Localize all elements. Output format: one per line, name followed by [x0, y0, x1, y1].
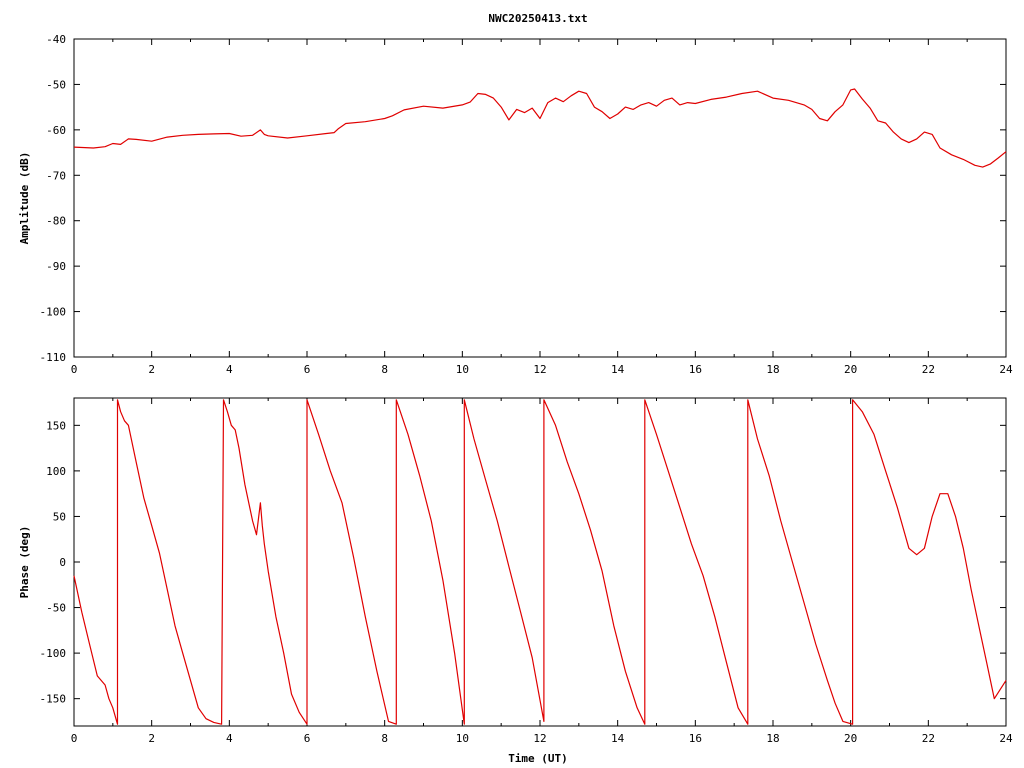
- phase-x-tick-label: 18: [766, 732, 779, 745]
- phase-y-tick-label: 150: [46, 419, 66, 432]
- amplitude-y-tick-label: -60: [46, 124, 66, 137]
- amplitude-x-tick-label: 6: [304, 363, 311, 376]
- phase-y-tick-label: 50: [53, 510, 66, 523]
- amplitude-y-tick-label: -50: [46, 78, 66, 91]
- amplitude-y-axis-title: Amplitude (dB): [18, 152, 31, 245]
- amplitude-panel: Amplitude (dB) 0 2 4 6 8 10 12 14 16 18 20 22 24-40-…: [18, 33, 1013, 376]
- amplitude-x-tick-label: 16: [689, 363, 702, 376]
- phase-x-tick-label: 12: [533, 732, 546, 745]
- phase-y-tick-label: -100: [40, 647, 67, 660]
- phase-y-tick-label: -150: [40, 693, 67, 706]
- phase-panel: Phase (deg) Time (UT) 0 2 4 6 8 10 12 14 16 18 20 2…: [18, 397, 1013, 765]
- x-axis-title: Time (UT): [508, 752, 568, 765]
- phase-x-tick-label: 24: [999, 732, 1013, 745]
- phase-x-tick-label: 8: [381, 732, 388, 745]
- phase-x-tick-label: 6: [304, 732, 311, 745]
- amplitude-x-tick-label: 0: [71, 363, 78, 376]
- amplitude-x-tick-label: 2: [148, 363, 155, 376]
- phase-y-axis-title: Phase (deg): [18, 526, 31, 599]
- phase-x-tick-label: 16: [689, 732, 702, 745]
- amplitude-y-tick-label: -100: [40, 306, 67, 319]
- amplitude-x-tick-label: 12: [533, 363, 546, 376]
- amplitude-x-tick-label: 14: [611, 363, 625, 376]
- amplitude-x-tick-label: 18: [766, 363, 779, 376]
- phase-x-tick-label: 10: [456, 732, 469, 745]
- amplitude-series-line: [73, 88, 1007, 168]
- amplitude-x-tick-label: 8: [381, 363, 388, 376]
- phase-y-tick-label: 0: [59, 556, 66, 569]
- phase-series-line: [73, 399, 1007, 725]
- amplitude-x-tick-label: 22: [922, 363, 935, 376]
- amplitude-y-tick-label: -70: [46, 169, 66, 182]
- phase-y-tick-label: -50: [46, 602, 66, 615]
- phase-x-tick-label: 20: [844, 732, 857, 745]
- phase-x-tick-label: 0: [71, 732, 78, 745]
- amplitude-y-tick-label: -90: [46, 260, 66, 273]
- phase-x-tick-label: 2: [148, 732, 155, 745]
- amplitude-x-tick-label: 10: [456, 363, 469, 376]
- amplitude-y-tick-label: -110: [40, 351, 67, 364]
- phase-y-tick-label: 100: [46, 465, 66, 478]
- phase-x-tick-label: 14: [611, 732, 625, 745]
- amplitude-y-tick-label: -40: [46, 33, 66, 46]
- amplitude-x-tick-label: 24: [999, 363, 1013, 376]
- amplitude-x-tick-label: 4: [226, 363, 233, 376]
- phase-x-tick-label: 22: [922, 732, 935, 745]
- phase-x-tick-label: 4: [226, 732, 233, 745]
- chart-title: NWC20250413.txt: [488, 12, 587, 25]
- amplitude-x-tick-label: 20: [844, 363, 857, 376]
- amplitude-y-tick-label: -80: [46, 215, 66, 228]
